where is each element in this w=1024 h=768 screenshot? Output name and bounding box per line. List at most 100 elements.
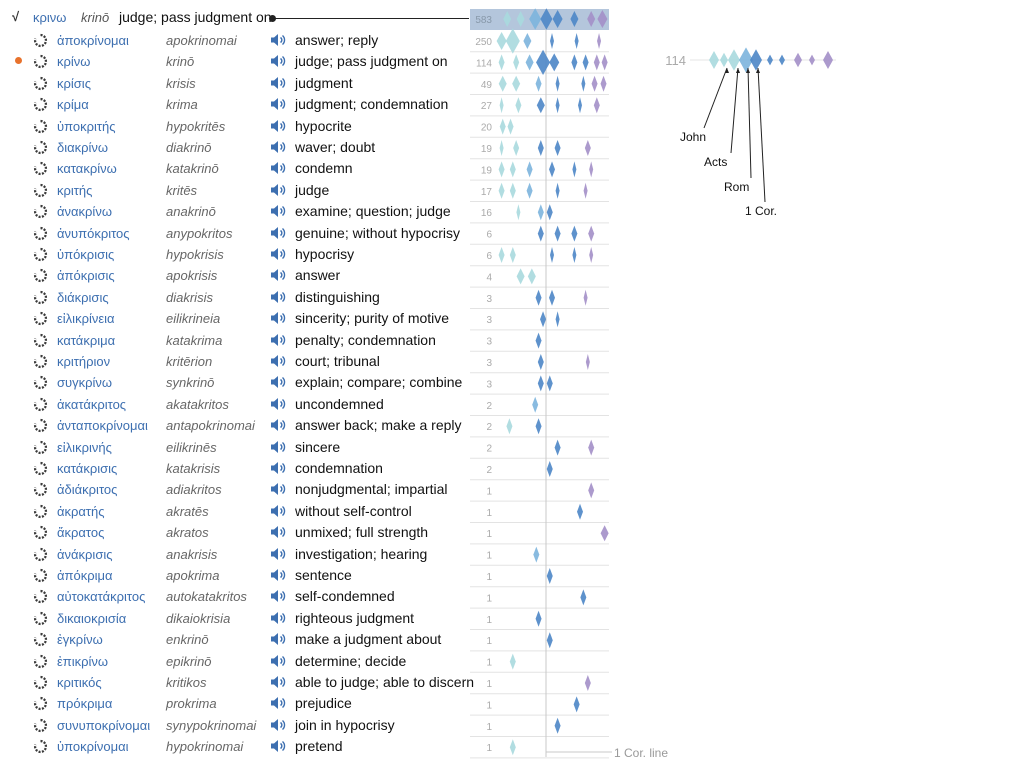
greek-word[interactable]: ἐπικρίνω: [57, 653, 109, 669]
word-row[interactable]: κρίμα krima judgment; condemnation: [0, 94, 470, 115]
speaker-icon[interactable]: [270, 97, 288, 111]
speaker-icon[interactable]: [270, 418, 288, 432]
greek-word[interactable]: πρόκριμα: [57, 696, 113, 712]
word-row[interactable]: ἀπόκρισις apokrisis answer: [0, 265, 470, 286]
greek-word[interactable]: κρίμα: [57, 97, 89, 113]
word-row[interactable]: δικαιοκρισία dikaiokrisia righteous judgme…: [0, 608, 470, 629]
greek-word[interactable]: ὑποκρίνομαι: [57, 739, 129, 755]
word-row[interactable]: κατάκριμα katakrima penalty; condemnation: [0, 330, 470, 351]
word-row[interactable]: ὑποκρίνομαι hypokrinomai pretend: [0, 736, 470, 757]
speaker-icon[interactable]: [270, 440, 288, 454]
speaker-icon[interactable]: [270, 397, 288, 411]
greek-word[interactable]: κρίσις: [57, 75, 91, 91]
word-row[interactable]: ἀκρατής akratēs without self-control: [0, 501, 470, 522]
word-row[interactable]: κατακρίνω katakrinō condemn: [0, 158, 470, 179]
speaker-icon[interactable]: [270, 461, 288, 475]
speaker-icon[interactable]: [270, 718, 288, 732]
speaker-icon[interactable]: [270, 482, 288, 496]
speaker-icon[interactable]: [270, 547, 288, 561]
speaker-icon[interactable]: [270, 268, 288, 282]
greek-word[interactable]: ἀνάκρισις: [57, 546, 113, 562]
word-row[interactable]: ἀκατάκριτος akatakritos uncondemned: [0, 394, 470, 415]
word-row[interactable]: αὐτοκατάκριτος autokatakritos self-condemn…: [0, 586, 470, 607]
word-row[interactable]: ἀδιάκριτος adiakritos nonjudgmental; impar…: [0, 479, 470, 500]
word-row[interactable]: ὑποκριτής hypokritēs hypocrite: [0, 116, 470, 137]
speaker-icon[interactable]: [270, 739, 288, 753]
speaker-icon[interactable]: [270, 375, 288, 389]
speaker-icon[interactable]: [270, 33, 288, 47]
speaker-icon[interactable]: [270, 675, 288, 689]
speaker-icon[interactable]: [270, 333, 288, 347]
speaker-icon[interactable]: [270, 525, 288, 539]
word-row[interactable]: ἀνάκρισις anakrisis investigation; hearing: [0, 544, 470, 565]
greek-word[interactable]: ἀπόκριμα: [57, 568, 113, 583]
word-row[interactable]: ἀποκρίνομαι apokrinomai answer; reply: [0, 30, 470, 51]
speaker-icon[interactable]: [270, 119, 288, 133]
greek-word[interactable]: κριτής: [57, 182, 93, 198]
greek-word[interactable]: ἀποκρίνομαι: [57, 33, 129, 48]
speaker-icon[interactable]: [270, 183, 288, 197]
word-row[interactable]: κριτήριον kritērion court; tribunal: [0, 351, 470, 372]
greek-word[interactable]: ἀκρατής: [57, 503, 105, 519]
greek-word[interactable]: ὑποκριτής: [57, 118, 116, 134]
speaker-icon[interactable]: [270, 504, 288, 518]
greek-word[interactable]: συγκρίνω: [57, 375, 113, 391]
speaker-icon[interactable]: [270, 568, 288, 582]
greek-word[interactable]: ἄκρατος: [57, 525, 105, 541]
speaker-icon[interactable]: [270, 247, 288, 261]
greek-word[interactable]: διάκρισις: [57, 289, 109, 305]
speaker-icon[interactable]: [270, 696, 288, 710]
root-word-row[interactable]: √ κρινω krinō judge; pass judgment on: [0, 8, 470, 30]
greek-word[interactable]: ἐγκρίνω: [57, 632, 103, 648]
word-row[interactable]: ἐπικρίνω epikrinō determine; decide: [0, 651, 470, 672]
greek-word[interactable]: ἀδιάκριτος: [57, 482, 118, 498]
word-row[interactable]: ἄκρατος akratos unmixed; full strength: [0, 522, 470, 543]
greek-word[interactable]: εἰλικρινής: [57, 439, 112, 455]
greek-word[interactable]: ἀνυπόκριτος: [57, 225, 130, 241]
word-row[interactable]: πρόκριμα prokrima prejudice: [0, 693, 470, 714]
speaker-icon[interactable]: [270, 354, 288, 368]
word-row[interactable]: κρίνω krinō judge; pass judgment on: [0, 51, 470, 72]
word-row[interactable]: συνυποκρίνομαι synypokrinomai join in hypo…: [0, 715, 470, 736]
word-row[interactable]: εἰλικρίνεια eilikrineia sincerity; purity …: [0, 308, 470, 329]
word-row[interactable]: συγκρίνω synkrinō explain; compare; combin…: [0, 372, 470, 393]
speaker-icon[interactable]: [270, 311, 288, 325]
word-row[interactable]: κριτής kritēs judge: [0, 180, 470, 201]
greek-word[interactable]: ἀκατάκριτος: [57, 396, 127, 412]
greek-word[interactable]: εἰλικρίνεια: [57, 311, 115, 327]
root-greek-word[interactable]: κρινω: [33, 10, 67, 25]
greek-word[interactable]: κρίνω: [57, 54, 91, 70]
greek-word[interactable]: ἀνακρίνω: [57, 204, 112, 220]
speaker-icon[interactable]: [270, 204, 288, 218]
word-row[interactable]: κριτικός kritikos able to judge; able to d…: [0, 672, 474, 693]
speaker-icon[interactable]: [270, 654, 288, 668]
word-row[interactable]: ἀνταποκρίνομαι antapokrinomai answer back;…: [0, 415, 470, 436]
greek-word[interactable]: κατάκρισις: [57, 461, 118, 476]
speaker-icon[interactable]: [270, 589, 288, 603]
speaker-icon[interactable]: [270, 161, 288, 175]
word-row[interactable]: ἀνακρίνω anakrinō examine; question; judge: [0, 201, 470, 222]
greek-word[interactable]: κατάκριμα: [57, 332, 116, 348]
speaker-icon[interactable]: [270, 140, 288, 154]
greek-word[interactable]: ἀπόκρισις: [57, 268, 115, 284]
greek-word[interactable]: κριτήριον: [57, 354, 111, 369]
word-row[interactable]: κατάκρισις katakrisis condemnation: [0, 458, 470, 479]
speaker-icon[interactable]: [270, 54, 288, 68]
word-row[interactable]: διακρίνω diakrinō waver; doubt: [0, 137, 470, 158]
greek-word[interactable]: συνυποκρίνομαι: [57, 717, 151, 733]
word-row[interactable]: κρίσις krisis judgment: [0, 73, 470, 94]
speaker-icon[interactable]: [270, 632, 288, 646]
word-row[interactable]: ὑπόκρισις hypokrisis hypocrisy: [0, 244, 470, 265]
greek-word[interactable]: κριτικός: [57, 675, 102, 690]
greek-word[interactable]: αὐτοκατάκριτος: [57, 589, 146, 605]
speaker-icon[interactable]: [270, 226, 288, 240]
speaker-icon[interactable]: [270, 76, 288, 90]
word-row[interactable]: διάκρισις diakrisis distinguishing: [0, 287, 470, 308]
greek-word[interactable]: διακρίνω: [57, 140, 109, 155]
greek-word[interactable]: κατακρίνω: [57, 161, 117, 177]
speaker-icon[interactable]: [270, 290, 288, 304]
greek-word[interactable]: ὑπόκρισις: [57, 247, 115, 262]
greek-word[interactable]: δικαιοκρισία: [57, 610, 127, 626]
word-row[interactable]: εἰλικρινής eilikrinēs sincere: [0, 437, 470, 458]
word-row[interactable]: ἀπόκριμα apokrima sentence: [0, 565, 470, 586]
